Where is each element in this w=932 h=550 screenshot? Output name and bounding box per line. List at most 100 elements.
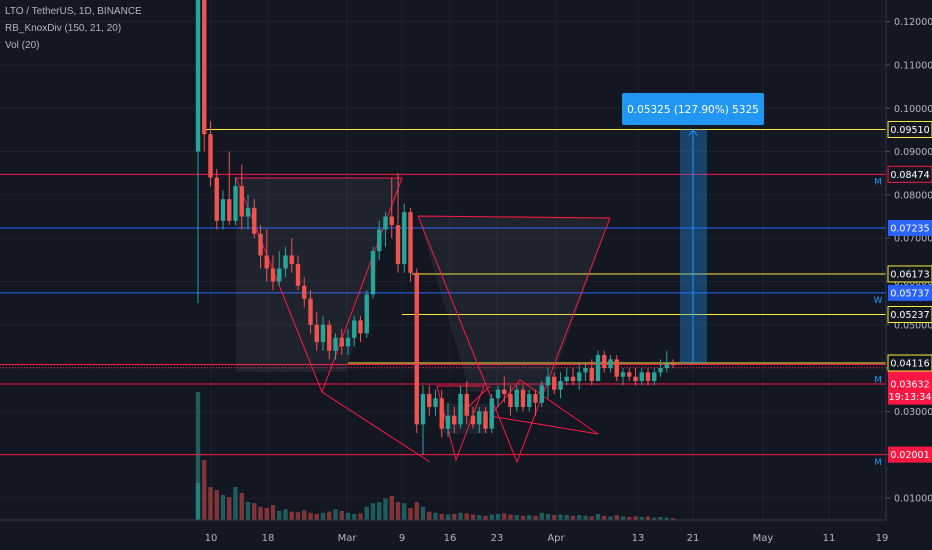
- volume-bar: [664, 517, 669, 520]
- volume-bar: [614, 515, 619, 520]
- volume-bar: [314, 514, 319, 520]
- volume-bar: [427, 511, 432, 520]
- volume-bar: [220, 494, 226, 520]
- volume-bar: [414, 502, 419, 520]
- candle-body: [514, 389, 519, 408]
- volume-bar: [620, 516, 626, 520]
- candle-body: [470, 415, 476, 425]
- candle-body: [395, 225, 401, 265]
- volume-bar: [339, 511, 344, 520]
- candle-body: [345, 337, 351, 347]
- price-tag: [887, 354, 932, 372]
- candle-body: [408, 212, 413, 273]
- volume-bar: [595, 514, 601, 520]
- volume-bar: [214, 490, 219, 520]
- legend-indicator[interactable]: RB_KnoxDiv (150, 21, 20): [5, 23, 122, 34]
- volume-bar: [652, 517, 657, 520]
- volume-bar: [420, 506, 426, 520]
- volume-bar: [627, 517, 632, 520]
- price-tag: [888, 284, 932, 301]
- volume-bar: [433, 512, 438, 520]
- candle-body: [633, 376, 638, 382]
- candle-body: [314, 324, 319, 343]
- price-tag-label: 0.08474: [890, 170, 929, 181]
- volume-bar: [320, 512, 326, 520]
- candle-body: [302, 285, 307, 299]
- candle-body: [208, 134, 213, 178]
- candle-body: [464, 394, 469, 416]
- candle-body: [214, 177, 219, 221]
- time-tick-label: 21: [687, 533, 700, 544]
- price-tag-label: 0.04116: [890, 359, 929, 370]
- volume-bar: [589, 516, 594, 520]
- volume-bar: [302, 510, 307, 520]
- candle-body: [664, 363, 669, 369]
- candle-body: [308, 298, 313, 325]
- volume-bar: [527, 515, 532, 520]
- candle-body: [458, 394, 463, 425]
- horizontal-lines: [0, 128, 886, 456]
- candle-body: [452, 415, 457, 425]
- price-tag-label: 0.03632: [890, 379, 929, 390]
- side-marker: M: [874, 375, 882, 385]
- volume-bar: [308, 512, 313, 520]
- candle-body: [295, 264, 301, 286]
- volume-bar: [445, 514, 451, 520]
- volume-bar: [364, 506, 369, 520]
- volume-bar: [383, 498, 388, 520]
- volume-bar: [333, 509, 338, 520]
- price-tick-label: 0.09000: [894, 147, 932, 158]
- candle-body: [427, 394, 432, 408]
- time-axis[interactable]: 10 18 Mar 9 16 23 Apr 13 21 May 11 19: [0, 519, 888, 544]
- candle-body: [552, 376, 557, 390]
- candle-body: [220, 199, 226, 221]
- side-marker: W: [874, 296, 883, 306]
- time-tick-label: May: [753, 533, 774, 544]
- volume-bar: [327, 511, 332, 520]
- candle-body: [202, 0, 207, 135]
- candle-body: [339, 337, 344, 347]
- volume-bar: [520, 515, 526, 520]
- price-tag-label: 0.06173: [890, 269, 929, 280]
- candle-body: [370, 251, 376, 295]
- volume-bar: [564, 515, 569, 520]
- candle-body: [570, 376, 576, 382]
- candle-body: [533, 394, 538, 403]
- candle-body: [402, 212, 407, 265]
- candle-body: [614, 359, 619, 377]
- volume-bar: [233, 487, 238, 520]
- candle-body: [583, 368, 588, 373]
- side-marker: M: [874, 177, 882, 187]
- candle-body: [539, 385, 544, 403]
- price-tick-label: 0.05000: [894, 320, 932, 331]
- volume-bar: [402, 503, 407, 520]
- candle-body: [364, 294, 369, 334]
- price-tag-label: 0.05237: [890, 310, 929, 321]
- price-tag: [887, 265, 932, 283]
- volume-bar: [245, 502, 251, 520]
- side-markers: M W M M: [874, 177, 883, 468]
- candle-body: [245, 207, 251, 217]
- candle-body: [445, 415, 451, 429]
- volume-bar: [208, 487, 213, 520]
- volume-bar: [202, 460, 207, 520]
- legend-volume[interactable]: Vol (20): [5, 40, 40, 51]
- price-tag: [887, 305, 932, 323]
- pattern-drawings: [235, 177, 611, 464]
- candle-body: [320, 324, 326, 343]
- time-tick-label: Mar: [338, 533, 358, 544]
- legend-symbol[interactable]: LTO / TetherUS, 1D, BINANCE: [5, 6, 142, 17]
- volume-bar: [295, 512, 301, 520]
- pattern-leg: [464, 385, 491, 411]
- price-tick-label: 0.11000: [894, 60, 932, 71]
- candle-body: [264, 255, 269, 269]
- volume-bar: [258, 506, 263, 520]
- measure-tool[interactable]: 0.05325 (127.90%) 5325: [622, 93, 764, 364]
- pattern-shade: [418, 216, 610, 392]
- candle-body: [383, 216, 388, 230]
- volume-bar: [239, 493, 244, 520]
- volume-bar: [283, 509, 288, 520]
- price-tag-label: 0.05737: [890, 288, 929, 299]
- time-tick-label: 16: [444, 533, 457, 544]
